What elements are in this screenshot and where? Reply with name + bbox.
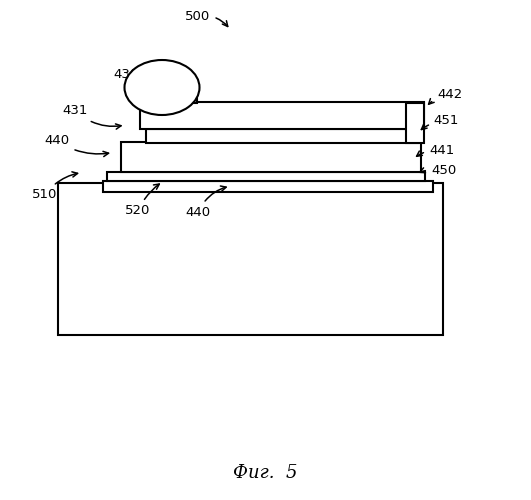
Text: 510: 510 [32,172,78,202]
Bar [145,128,418,142]
Text: 440: 440 [45,134,108,156]
Bar [121,142,421,172]
Text: 431: 431 [63,104,121,129]
Text: Фиг.  5: Фиг. 5 [233,464,298,481]
Ellipse shape [124,60,200,115]
Text: 442: 442 [429,88,462,104]
Text: 450: 450 [419,164,456,176]
Bar [107,172,424,180]
Text: 451: 451 [422,114,459,130]
Bar [140,102,424,128]
Text: 440: 440 [185,186,226,219]
Bar [140,92,197,102]
Text: 520: 520 [125,184,159,218]
Bar [406,102,424,142]
Text: 441: 441 [417,144,454,156]
Bar [58,182,443,335]
Text: 500: 500 [185,10,228,26]
Bar [103,180,433,192]
Text: 430: 430 [113,68,156,92]
